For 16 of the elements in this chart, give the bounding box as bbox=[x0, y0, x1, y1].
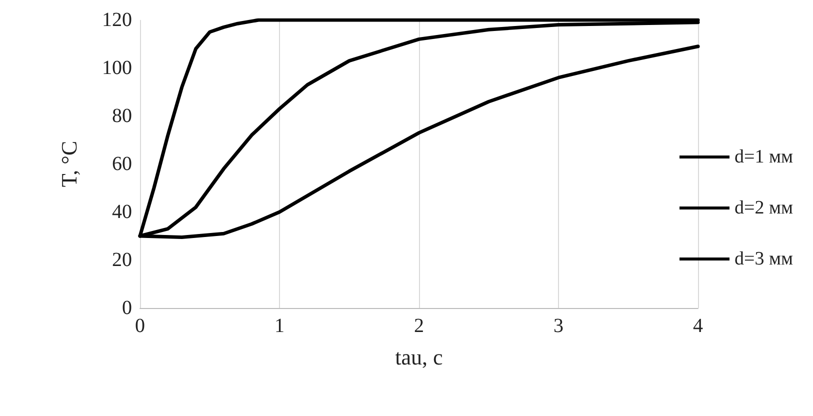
x-tick-label: 2 bbox=[414, 315, 424, 337]
x-tick-label: 1 bbox=[274, 315, 284, 337]
x-tick-label: 3 bbox=[554, 315, 564, 337]
y-tick-label: 120 bbox=[102, 9, 132, 31]
legend-label: d=3 мм bbox=[734, 248, 794, 270]
y-tick-label: 60 bbox=[112, 153, 132, 175]
y-tick-label: 100 bbox=[102, 57, 132, 79]
y-tick-label: 0 bbox=[122, 297, 132, 319]
y-tick-label: 20 bbox=[112, 249, 132, 271]
y-axis-title: T, °C bbox=[56, 140, 82, 188]
x-tick-label: 4 bbox=[693, 315, 703, 337]
y-tick-label: 80 bbox=[112, 105, 132, 127]
legend-label: d=2 мм bbox=[734, 198, 794, 218]
x-axis-title: tau, c bbox=[395, 344, 444, 370]
legend-label: d=1 мм bbox=[734, 146, 794, 168]
y-tick-label: 40 bbox=[112, 201, 132, 223]
